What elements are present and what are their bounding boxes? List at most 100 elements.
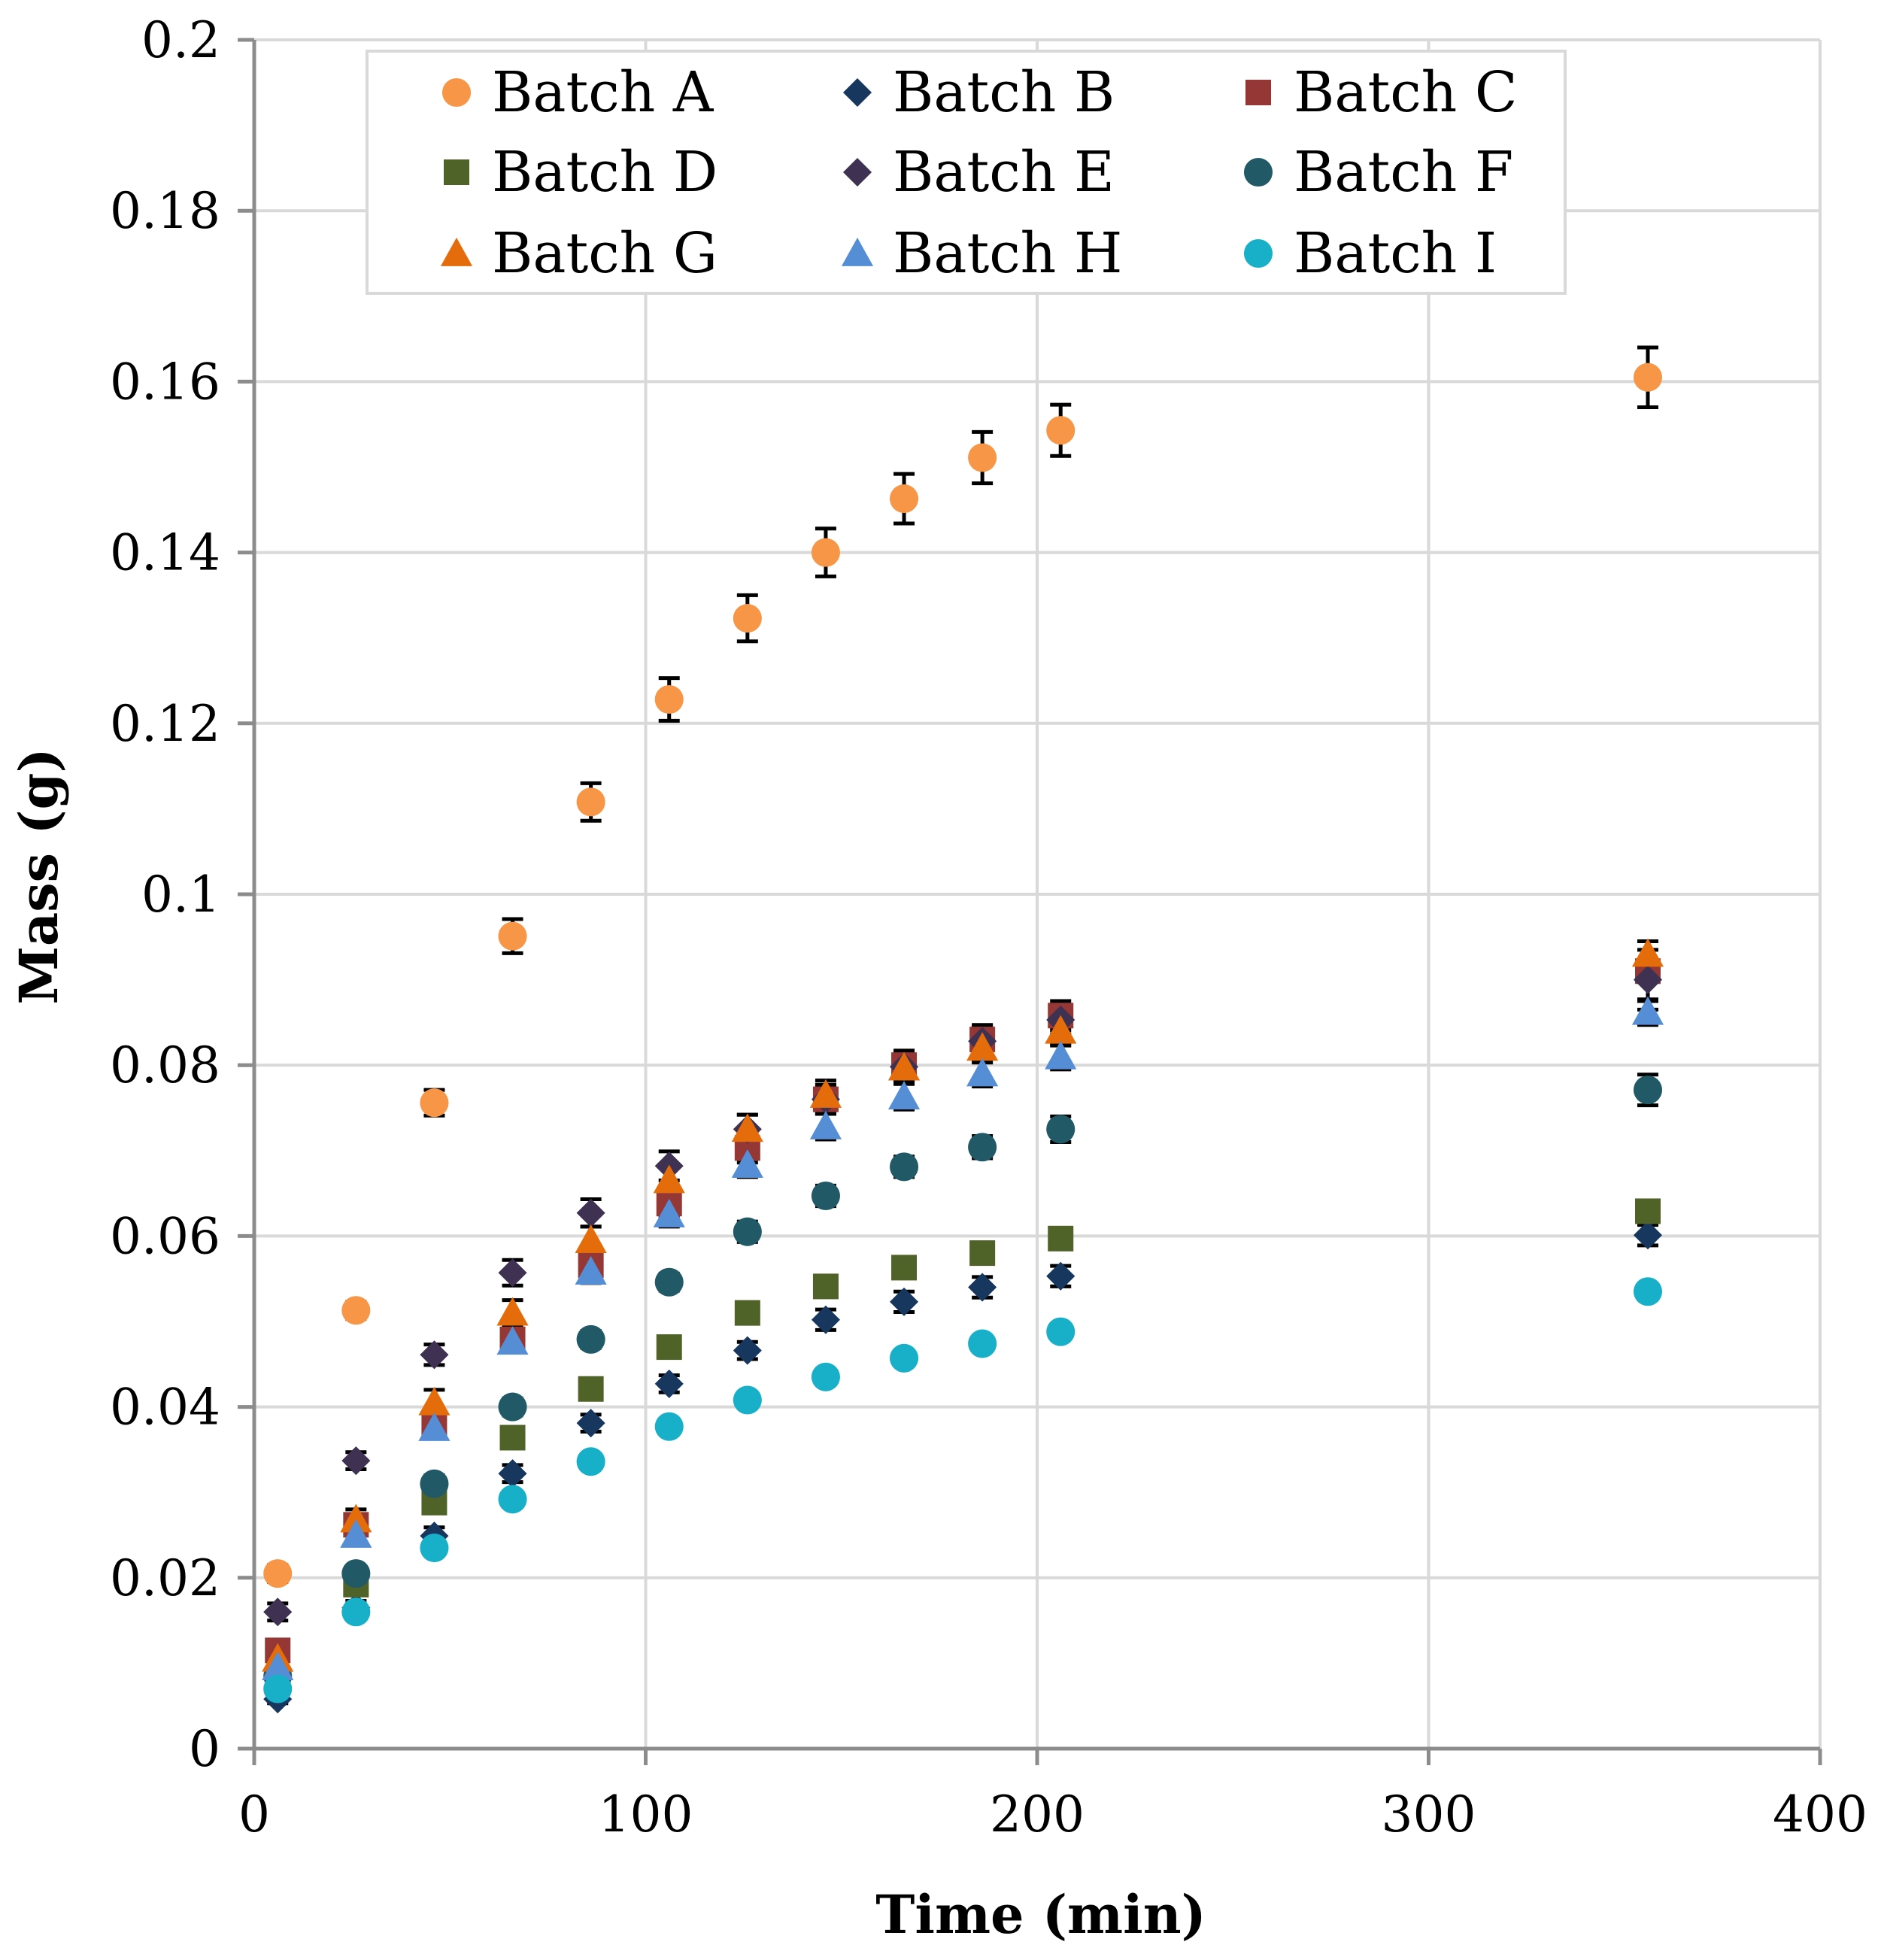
batch-e-point [263,1597,293,1627]
batch-b-point [1633,1221,1663,1250]
legend-label-batch-a: Batch A [492,60,714,125]
batch-e-point [576,1198,605,1227]
batch-h-point [966,1057,999,1087]
batch-f-point [733,1217,762,1246]
batch-g-point [887,1051,921,1081]
y-tick-label: 0.14 [110,524,220,582]
batch-i-point [733,1385,762,1415]
legend-marker-batch-i [1243,238,1273,269]
batch-i-point [341,1597,371,1627]
batch-g-point [496,1297,529,1326]
batch-h-point [887,1081,921,1110]
y-tick-label: 0.08 [110,1036,220,1094]
legend-marker-batch-a [441,77,472,108]
batch-h-point [575,1256,607,1285]
batch-a-point [733,604,762,633]
batch-g-point [575,1224,607,1253]
batch-f-point [1633,1076,1663,1105]
batch-h-point [731,1149,763,1178]
batch-a-point [420,1088,449,1118]
batch-a-point [654,684,684,715]
y-tick-label: 0.02 [110,1549,220,1607]
batch-d-point [578,1376,604,1402]
y-tick-label: 0.18 [110,182,220,240]
legend-label-batch-b: Batch B [893,60,1115,125]
legend-marker-batch-b [842,77,872,108]
batch-g-point [731,1113,763,1142]
batch-a-point [1633,363,1663,392]
batch-i-point [576,1447,605,1476]
batch-d-point [891,1255,918,1281]
batch-h-point [809,1110,842,1139]
batch-g-point [966,1032,999,1061]
legend-label-batch-h: Batch H [893,221,1122,286]
x-tick-label: 200 [990,1786,1085,1843]
batch-b-point [733,1336,762,1365]
batch-f-point [889,1152,919,1182]
batch-d-point [734,1300,760,1326]
x-tick-label: 100 [599,1786,693,1843]
batch-b-point [654,1369,684,1398]
batch-g-point [340,1503,372,1533]
batch-i-point [1633,1277,1663,1306]
legend-marker-batch-d [444,159,469,185]
batch-g-point [653,1164,685,1194]
batch-i-point [968,1329,997,1358]
batch-i-point [1046,1317,1076,1346]
legend-marker-batch-f [1243,157,1273,187]
batch-f-point [1046,1115,1076,1144]
batch-e-point [498,1258,527,1288]
batch-f-point [968,1133,997,1162]
batch-f-point [811,1181,840,1211]
batch-b-point [576,1409,605,1438]
batch-b-point [498,1459,527,1488]
y-tick-label: 0.12 [110,695,220,753]
axes [238,38,1822,1765]
batch-b-point [968,1273,997,1302]
batch-a-point [341,1296,371,1325]
legend-label-batch-c: Batch C [1294,60,1517,125]
y-tick-label: 0.04 [110,1379,220,1437]
y-tick-label: 0.06 [110,1207,220,1265]
legend-box [366,50,1567,295]
batch-f-point [420,1469,449,1498]
legend: Batch A Batch B Batch C Batch D Batch E Batch… [366,50,1567,295]
legend-label-batch-d: Batch D [492,140,718,205]
batch-a-point [811,538,840,567]
legend-marker-batch-e [842,157,872,187]
batch-a-point [498,921,527,951]
batch-e-point [1633,965,1663,994]
y-tick-label: 0.1 [141,866,220,924]
x-tick-label: 300 [1382,1786,1476,1843]
batch-e-point [420,1340,449,1370]
batch-f-point [498,1392,527,1421]
data-points [262,363,1664,1714]
batch-g-point [418,1386,451,1415]
batch-h-point [340,1519,372,1548]
x-tick-label: 400 [1773,1786,1867,1843]
legend-label-batch-i: Batch I [1294,221,1497,286]
batch-a-point [576,787,605,817]
batch-a-point [1046,416,1076,445]
x-tick-label: 0 [238,1786,270,1843]
batch-h-point [262,1652,294,1680]
batch-h-point [418,1412,451,1441]
legend-label-batch-g: Batch G [492,221,718,286]
batch-g-point [1045,1015,1077,1044]
batch-i-point [263,1674,293,1704]
batch-b-point [889,1287,919,1316]
batch-b-point [811,1305,840,1334]
y-tick-label: 0 [189,1720,220,1778]
batch-i-point [811,1362,840,1391]
batch-f-point [654,1267,684,1297]
batch-a-point [968,443,997,472]
legend-marker-batch-g [440,237,473,266]
batch-d-point [1634,1198,1661,1224]
y-tick-label: 0.16 [110,353,220,411]
tick-labels: 0 0.02 0.04 0.06 0.08 0.1 0.12 0.14 0.16 0.18 0.2 0… [110,11,1867,1843]
legend-label-batch-e: Batch E [893,140,1115,205]
batch-d-point [656,1334,682,1361]
batch-g-point [1631,938,1664,967]
legend-marker-batch-h [841,237,874,266]
batch-h-point [1045,1040,1077,1070]
